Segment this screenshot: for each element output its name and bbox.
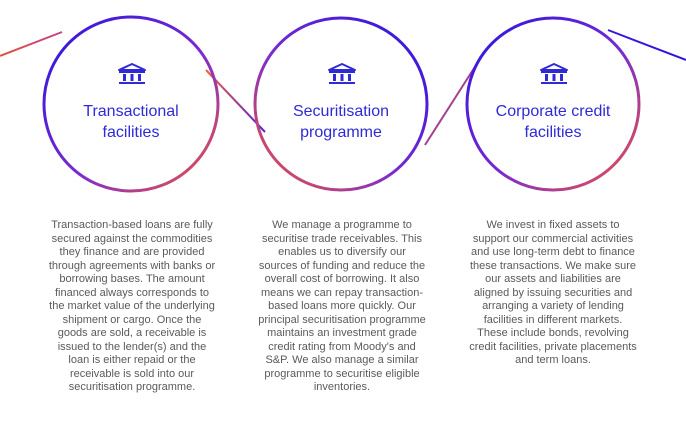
ring-transactional [42,15,220,193]
ring-securitisation [253,16,429,192]
connector-line-right [607,29,686,61]
title-securitisation-programme: Securitisation programme [266,101,416,143]
title-line-1: Transactional [83,103,179,120]
ring-corporate-credit [465,16,641,192]
title-line-2: facilities [102,124,160,141]
title-line-1: Corporate credit [495,103,611,120]
title-line-2: facilities [524,124,582,141]
description-corporate-credit-facilities: We invest in fixed assets to support our… [469,219,637,366]
title-transactional-facilities: Transactional facilities [56,101,206,143]
title-line-2: programme [300,124,382,141]
bank-icon [539,62,569,86]
connector-line-left [0,31,63,57]
bank-icon [117,62,147,86]
title-corporate-credit-facilities: Corporate credit facilities [478,101,628,143]
description-transactional-facilities: Transaction-based loans are fully secure… [48,219,216,393]
description-securitisation-programme: We manage a programme to securitise trad… [258,219,426,393]
bank-icon [327,62,357,86]
title-line-1: Securitisation [292,103,390,120]
connector-line-2-3 [424,61,479,146]
